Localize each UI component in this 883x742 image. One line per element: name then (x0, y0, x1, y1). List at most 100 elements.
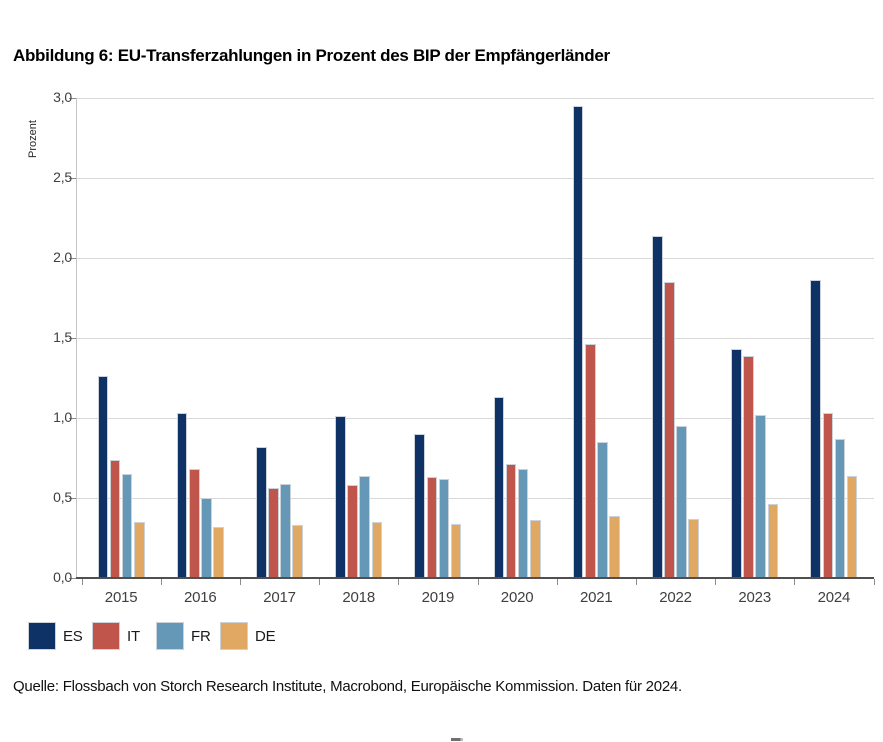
x-axis-tick (239, 579, 241, 585)
source-note: Quelle: Flossbach von Storch Research In… (13, 678, 682, 695)
x-axis-tick (715, 579, 717, 585)
y-axis-label: 2,0 (53, 249, 72, 265)
bar-ES-2021 (572, 106, 584, 578)
x-axis-label-2019: 2019 (421, 589, 455, 606)
x-axis-tick (873, 579, 875, 585)
bar-IT-2022 (664, 282, 675, 578)
bar-FR-2023 (755, 414, 767, 578)
x-axis-label-2016: 2016 (184, 589, 217, 606)
chart-title: Abbildung 6: EU-Transferzahlungen in Pro… (13, 46, 610, 65)
legend-label-FR: FR (191, 627, 211, 645)
y-axis-tick (69, 98, 76, 99)
legend-label-IT: IT (127, 627, 140, 645)
legend-swatch-IT (92, 622, 120, 650)
y-axis-tick (69, 498, 76, 499)
bar-IT-2021 (584, 344, 596, 578)
bar-DE-2015 (133, 522, 145, 578)
x-axis-label-2015: 2015 (104, 589, 138, 606)
bar-IT-2019 (426, 477, 438, 578)
bar-FR-2017 (280, 483, 291, 578)
x-axis-tick (160, 579, 162, 585)
bar-ES-2019 (414, 434, 426, 578)
y-axis-label: 1,5 (53, 329, 72, 345)
y-axis-label: 0,5 (53, 489, 72, 505)
y-axis-title: Prozent (27, 120, 39, 158)
legend-item-DE: DE (220, 622, 276, 650)
y-axis-tick (69, 338, 76, 339)
bar-DE-2016 (213, 526, 224, 578)
scrollbar-fragment (451, 738, 463, 741)
bar-ES-2018 (335, 416, 346, 578)
bar-ES-2016 (176, 413, 188, 578)
bar-ES-2024 (810, 280, 822, 578)
legend-label-ES: ES (63, 627, 83, 645)
x-axis-label-2023: 2023 (738, 589, 771, 606)
bar-IT-2017 (268, 488, 279, 578)
x-axis-label-2020: 2020 (500, 589, 534, 606)
x-axis-tick (556, 579, 558, 585)
x-axis-tick (477, 579, 479, 585)
bar-FR-2019 (438, 478, 450, 578)
legend-swatch-FR (156, 622, 184, 650)
x-axis-label-2017: 2017 (263, 589, 296, 606)
x-axis-tick (398, 579, 400, 585)
x-axis-label-2018: 2018 (342, 589, 375, 606)
x-axis-tick (319, 579, 321, 585)
legend-label-DE: DE (255, 627, 276, 645)
gridline (76, 258, 874, 259)
bar-DE-2020 (529, 520, 541, 578)
legend-item-FR: FR (156, 622, 211, 650)
bar-FR-2015 (121, 474, 133, 578)
y-axis-label: 1,0 (53, 409, 72, 425)
y-axis-label: 3,0 (53, 89, 72, 105)
x-axis-tick (81, 579, 83, 585)
bar-ES-2017 (256, 446, 267, 578)
bar-DE-2024 (846, 475, 858, 578)
y-axis-label: 2,5 (53, 169, 72, 185)
gridline (76, 98, 874, 99)
bar-FR-2022 (676, 426, 687, 578)
x-axis-line (76, 577, 874, 579)
bar-ES-2020 (493, 397, 505, 578)
y-axis-line (76, 98, 77, 578)
bar-DE-2023 (767, 504, 779, 578)
legend-swatch-ES (28, 622, 56, 650)
y-axis-tick (69, 178, 76, 179)
x-axis-label-2022: 2022 (659, 589, 692, 606)
bar-DE-2021 (609, 515, 620, 578)
x-axis-label-2021: 2021 (580, 589, 613, 606)
gridline (76, 418, 874, 419)
bar-FR-2018 (359, 475, 371, 578)
bar-IT-2020 (505, 464, 517, 578)
y-axis-tick (69, 418, 76, 419)
bar-DE-2022 (688, 518, 699, 578)
bar-FR-2016 (201, 498, 212, 578)
bar-IT-2016 (188, 469, 200, 578)
bar-ES-2023 (731, 349, 742, 578)
legend-item-ES: ES (28, 622, 83, 650)
bar-FR-2021 (597, 442, 608, 578)
x-axis-label-2024: 2024 (817, 589, 851, 606)
legend-swatch-DE (220, 622, 248, 650)
bar-DE-2019 (450, 523, 462, 578)
bar-DE-2018 (371, 522, 383, 578)
legend-item-IT: IT (92, 622, 140, 650)
y-axis-tick (69, 578, 76, 579)
bar-ES-2022 (652, 235, 663, 578)
y-axis-label: 0,0 (53, 569, 72, 585)
x-axis-tick (635, 579, 637, 585)
y-axis-tick (69, 258, 76, 259)
bar-IT-2023 (743, 355, 754, 578)
gridline (76, 498, 874, 499)
gridline (76, 338, 874, 339)
gridline (76, 178, 874, 179)
x-axis-tick (794, 579, 796, 585)
bar-ES-2015 (97, 376, 109, 578)
bar-FR-2024 (834, 438, 846, 578)
bar-DE-2017 (292, 525, 303, 578)
bar-IT-2018 (347, 485, 358, 578)
bar-IT-2024 (822, 413, 834, 578)
bar-IT-2015 (109, 459, 121, 578)
bar-FR-2020 (517, 469, 529, 578)
